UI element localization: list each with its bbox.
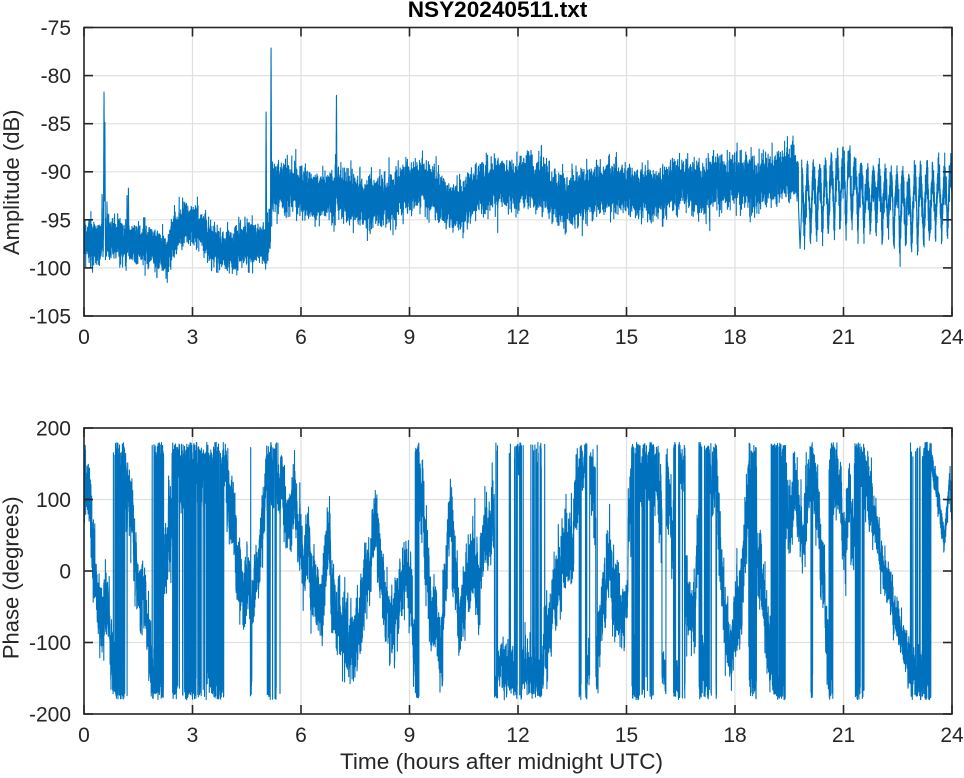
- svg-text:6: 6: [295, 724, 307, 747]
- svg-text:0: 0: [59, 561, 71, 584]
- svg-text:6: 6: [295, 326, 307, 349]
- svg-text:-95: -95: [41, 209, 71, 232]
- svg-text:200: 200: [36, 418, 71, 441]
- svg-text:NSY20240511.txt: NSY20240511.txt: [408, 0, 588, 22]
- svg-text:Phase (degrees): Phase (degrees): [0, 496, 23, 659]
- svg-text:-100: -100: [29, 257, 71, 280]
- svg-text:15: 15: [615, 326, 638, 349]
- svg-text:12: 12: [506, 326, 529, 349]
- svg-text:24: 24: [940, 724, 964, 747]
- svg-text:3: 3: [187, 724, 199, 747]
- svg-text:0: 0: [78, 326, 90, 349]
- svg-text:3: 3: [187, 326, 199, 349]
- svg-text:15: 15: [615, 724, 638, 747]
- svg-text:Amplitude (dB): Amplitude (dB): [0, 110, 24, 256]
- svg-text:-85: -85: [41, 113, 71, 136]
- svg-text:21: 21: [832, 326, 855, 349]
- svg-text:-75: -75: [41, 17, 71, 40]
- svg-text:-80: -80: [41, 65, 71, 88]
- svg-text:18: 18: [723, 724, 746, 747]
- svg-text:-90: -90: [41, 161, 71, 184]
- svg-text:100: 100: [36, 489, 71, 512]
- svg-text:9: 9: [404, 724, 416, 747]
- svg-text:9: 9: [404, 326, 416, 349]
- svg-text:-105: -105: [29, 306, 71, 329]
- svg-text:12: 12: [506, 724, 529, 747]
- svg-text:18: 18: [723, 326, 746, 349]
- svg-text:0: 0: [78, 724, 90, 747]
- svg-text:-100: -100: [29, 632, 71, 655]
- svg-text:Time (hours after midnight UTC: Time (hours after midnight UTC): [340, 749, 663, 774]
- svg-text:24: 24: [940, 326, 964, 349]
- svg-text:-200: -200: [29, 704, 71, 727]
- svg-text:21: 21: [832, 724, 855, 747]
